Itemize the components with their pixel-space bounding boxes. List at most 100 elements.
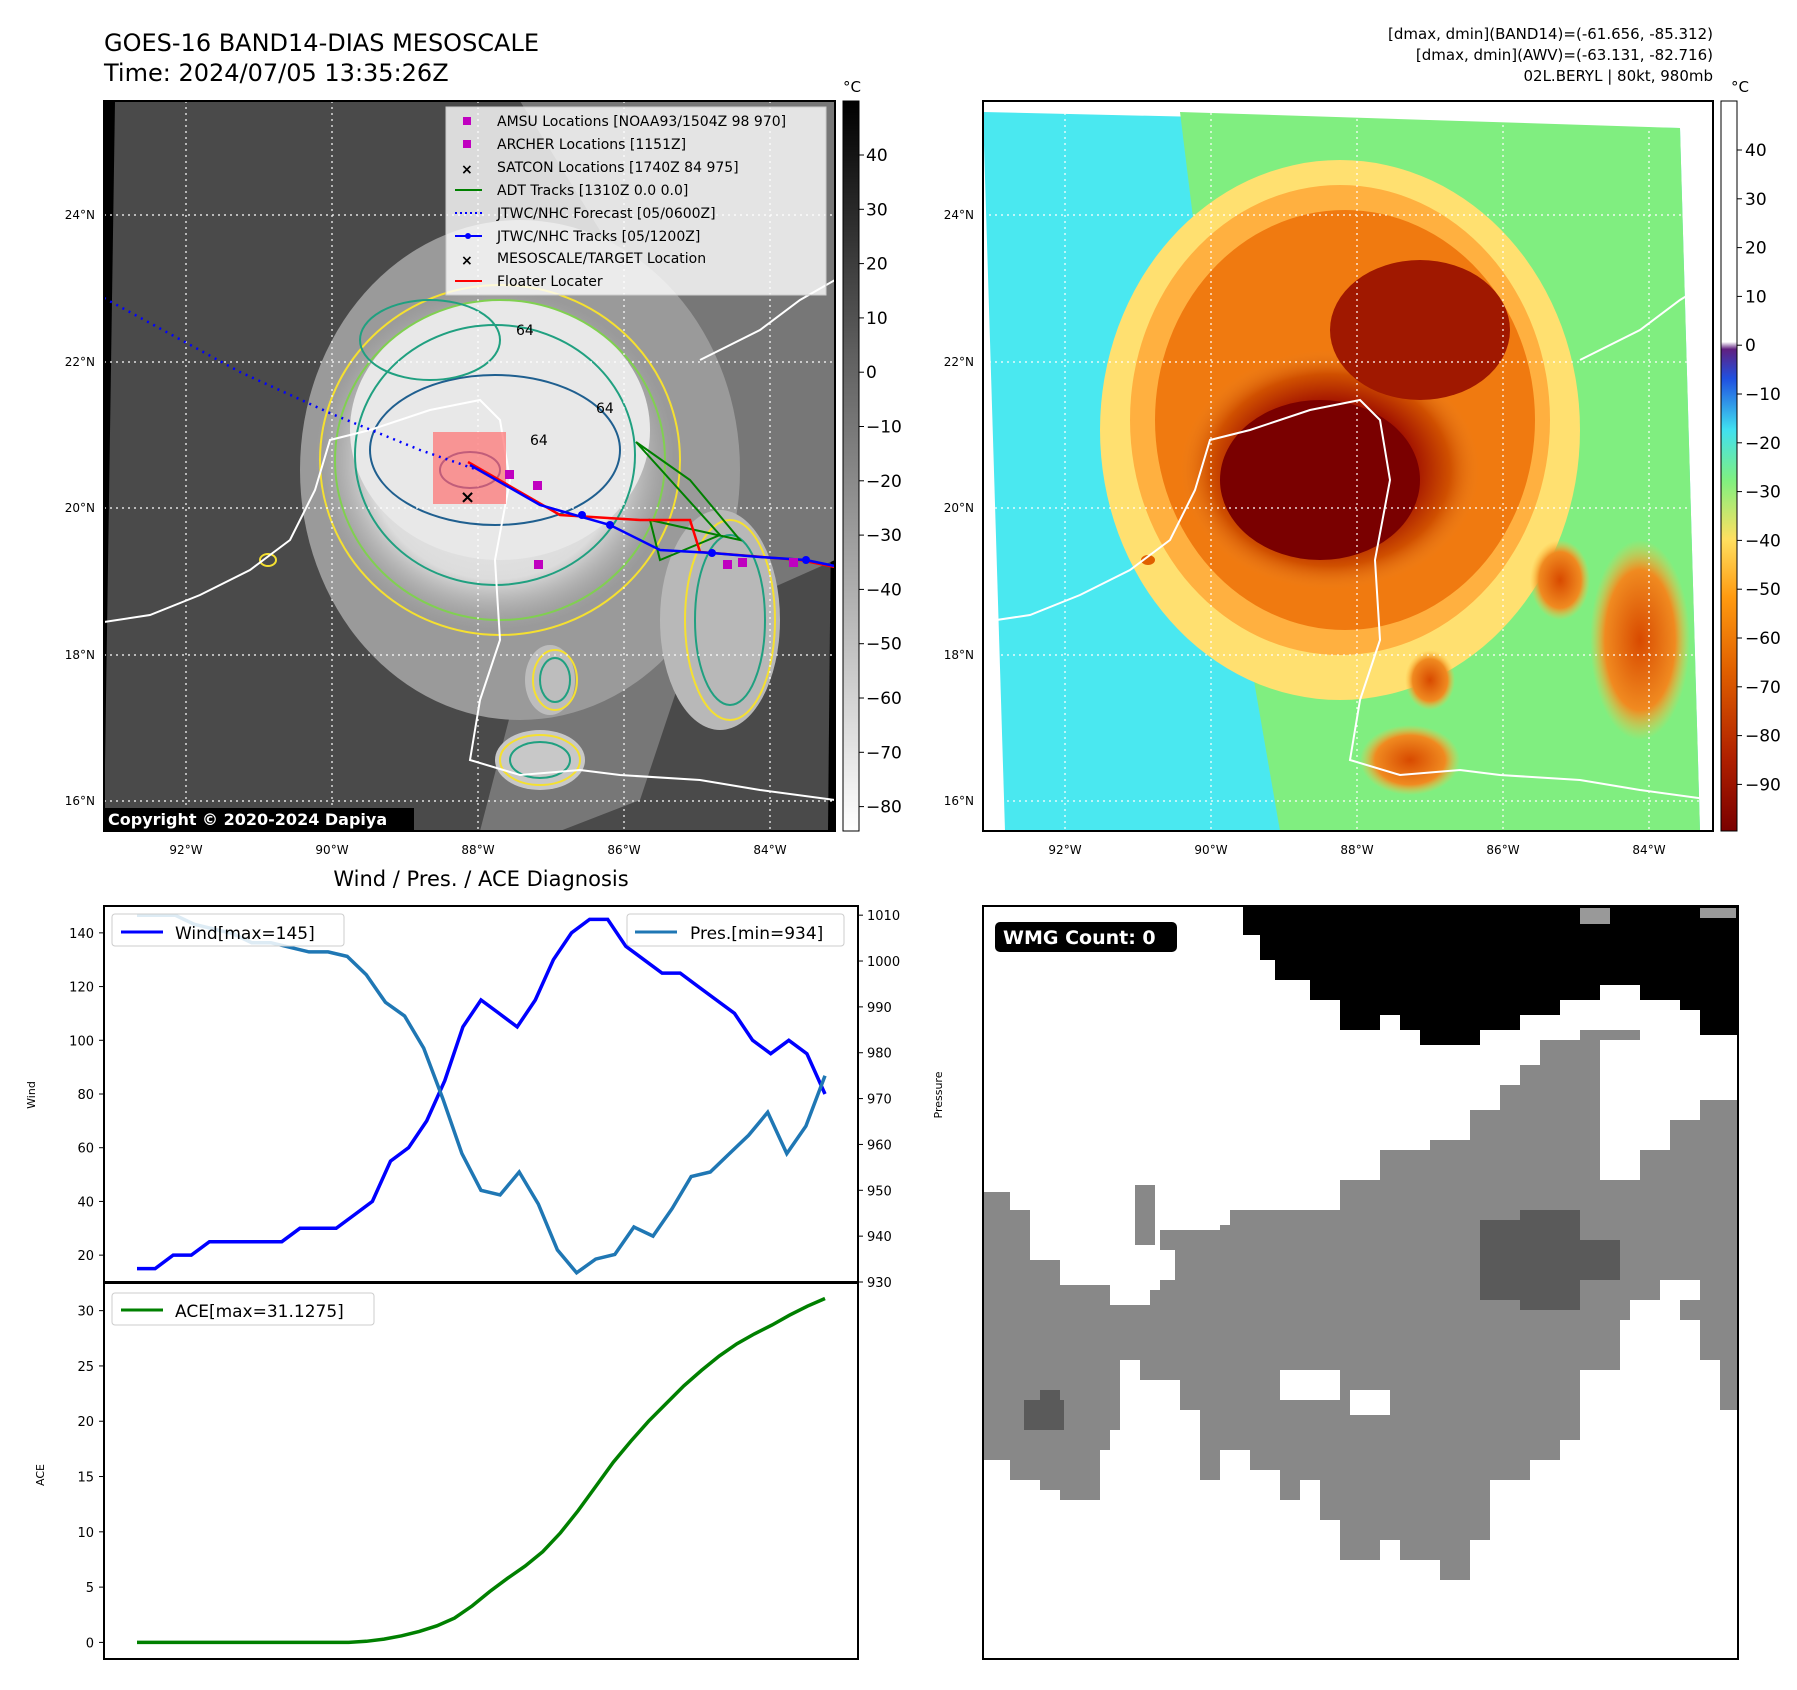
info-awv: [dmax, dmin](AWV)=(-63.131, -82.716) xyxy=(1416,46,1713,64)
wind-tick-label: 80 xyxy=(77,1088,94,1103)
svg-text:×: × xyxy=(461,253,473,269)
lat-label: 16°N xyxy=(944,794,974,808)
ace-tick-label: 15 xyxy=(77,1471,94,1486)
lat-label: 24°N xyxy=(944,208,974,222)
ace-tick-label: 20 xyxy=(77,1415,94,1430)
lat-label: 18°N xyxy=(944,648,974,662)
lat-label: 24°N xyxy=(65,208,95,222)
ace-tick-label: 25 xyxy=(77,1360,94,1375)
figure-time: Time: 2024/07/05 13:35:26Z xyxy=(103,59,449,87)
legend-floater: Floater Locater xyxy=(497,274,603,290)
pressure-legend: Pres.[min=934] xyxy=(690,924,823,944)
wmg-panel: WMG Count: 0 xyxy=(982,905,1739,1660)
color-ir-map-panel: 24°N 22°N 20°N 18°N 16°N 92°W 90°W 88°W … xyxy=(944,100,1714,857)
copyright-text: Copyright © 2020-2024 Dapiya xyxy=(108,810,387,829)
colorbar-tick-label: 10 xyxy=(1745,287,1767,307)
contour-label: 64 xyxy=(516,323,534,339)
legend-adt: ADT Tracks [1310Z 0.0 0.0] xyxy=(497,183,688,199)
forecast-track xyxy=(104,296,479,472)
colorbar-tick-label: −60 xyxy=(1745,629,1781,649)
lat-label: 22°N xyxy=(65,355,95,369)
wind-tick-label: 140 xyxy=(69,927,94,942)
lat-label: 20°N xyxy=(944,501,974,515)
lat-label: 20°N xyxy=(65,501,95,515)
ace-tick-label: 10 xyxy=(77,1526,94,1541)
map-legend xyxy=(445,106,827,296)
wmg-count-badge: WMG Count: 0 xyxy=(1003,927,1156,949)
colorbar-tick-label: 40 xyxy=(866,146,888,166)
lon-label: 88°W xyxy=(461,843,494,857)
pressure-tick-label: 970 xyxy=(867,1093,892,1108)
colorbar-tick-label: −60 xyxy=(866,689,902,709)
ir-map-panel: 64 64 64 × × xyxy=(65,100,836,857)
mesoscale-target-box xyxy=(433,432,506,504)
lon-label: 88°W xyxy=(1340,843,1373,857)
figure-title: GOES-16 BAND14-DIAS MESOSCALE xyxy=(104,29,539,57)
wind-axis-label: Wind xyxy=(25,1081,38,1109)
colorbar-tick-label: −70 xyxy=(866,743,902,763)
lon-label: 92°W xyxy=(1048,843,1081,857)
colorbar-tick-label: −30 xyxy=(866,526,902,546)
wind-tick-label: 40 xyxy=(77,1195,94,1210)
lon-label: 90°W xyxy=(315,843,348,857)
lat-label: 18°N xyxy=(65,648,95,662)
pressure-tick-label: 1010 xyxy=(867,909,900,924)
pressure-tick-label: 930 xyxy=(867,1276,892,1291)
pressure-tick-label: 960 xyxy=(867,1138,892,1153)
colorbar-tick-label: 10 xyxy=(866,309,888,329)
legend-archer: ARCHER Locations [1151Z] xyxy=(497,137,686,153)
colorbar-tick-label: −80 xyxy=(1745,727,1781,747)
wind-tick-label: 20 xyxy=(77,1249,94,1264)
nhc-track xyxy=(469,463,835,568)
lon-label: 86°W xyxy=(1486,843,1519,857)
colorbar-unit: °C xyxy=(843,78,861,96)
colorbar-tick-label: −40 xyxy=(1745,531,1781,551)
colorbar-tick-label: 30 xyxy=(866,200,888,220)
colorbar-tick-label: −10 xyxy=(1745,385,1781,405)
ace-tick-label: 5 xyxy=(86,1581,94,1596)
pressure-axis-label: Pressure xyxy=(932,1071,945,1118)
contour-label: 64 xyxy=(530,433,548,449)
lon-label: 84°W xyxy=(1632,843,1665,857)
legend-nhc-tracks: JTWC/NHC Tracks [05/1200Z] xyxy=(496,229,700,245)
svg-text:×: × xyxy=(461,162,473,178)
colorbar-tick-label: −30 xyxy=(1745,483,1781,503)
colorbar-tick-label: 20 xyxy=(866,255,888,275)
legend-amsu: AMSU Locations [NOAA93/1504Z 98 970] xyxy=(497,114,786,130)
diagnosis-title: Wind / Pres. / ACE Diagnosis xyxy=(333,867,628,891)
colorbar-tick-label: −50 xyxy=(1745,580,1781,600)
info-storm: 02L.BERYL | 80kt, 980mb xyxy=(1523,67,1713,85)
colorbar-tick-label: −20 xyxy=(1745,434,1781,454)
pressure-tick-label: 980 xyxy=(867,1047,892,1062)
pressure-tick-label: 940 xyxy=(867,1230,892,1245)
colorbar-tick-label: −90 xyxy=(1745,775,1781,795)
ace-axis-label: ACE xyxy=(34,1464,47,1486)
pressure-tick-label: 950 xyxy=(867,1184,892,1199)
colorbar-tick-label: −10 xyxy=(866,418,902,438)
lon-label: 92°W xyxy=(169,843,202,857)
legend-forecast: JTWC/NHC Forecast [05/0600Z] xyxy=(496,206,716,222)
colorbar-tick-label: −80 xyxy=(866,798,902,818)
wind-tick-label: 60 xyxy=(77,1142,94,1157)
wind-legend: Wind[max=145] xyxy=(175,924,315,944)
target-marker: × xyxy=(460,487,475,508)
colorbar-tick-label: 0 xyxy=(866,363,877,383)
colorbar-color: °C 40 30 20 10 0 −10 −20 −30 −40 −50 −60 −70 −80 −90 xyxy=(1720,78,1781,832)
ace-tick-label: 0 xyxy=(86,1636,94,1651)
legend-satcon: SATCON Locations [1740Z 84 975] xyxy=(497,160,739,176)
colorbar-tick-label: −20 xyxy=(866,472,902,492)
colorbar-unit: °C xyxy=(1731,78,1749,96)
lat-label: 22°N xyxy=(944,355,974,369)
lat-label: 16°N xyxy=(65,794,95,808)
wind-tick-label: 100 xyxy=(69,1034,94,1049)
lon-label: 86°W xyxy=(607,843,640,857)
pressure-tick-label: 990 xyxy=(867,1001,892,1016)
lon-label: 90°W xyxy=(1194,843,1227,857)
series-line-ace xyxy=(137,1296,826,1645)
wind-pressure-chart: 20 40 60 80 100 120 140 930 940 950 960 970 980 990 1… xyxy=(25,905,945,1291)
colorbar-tick-label: 0 xyxy=(1745,336,1756,356)
colorbar-tick-label: 40 xyxy=(1745,141,1767,161)
series-line-wind xyxy=(137,917,827,1271)
colorbar-tick-label: −50 xyxy=(866,635,902,655)
